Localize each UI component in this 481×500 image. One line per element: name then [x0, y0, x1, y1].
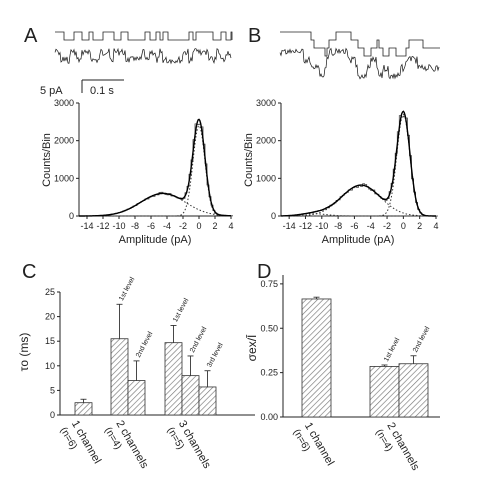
histogram-a-xtick-label: 4	[228, 221, 233, 231]
histogram-b-ytick-label: 1000	[256, 173, 276, 183]
histogram-a-ylabel: Counts/Bin	[41, 133, 53, 187]
histogram-a-xtick-label: -4	[163, 221, 171, 231]
scale-bar-time: 0.1 s	[90, 85, 114, 97]
histogram-b-ytick-label: 2000	[256, 136, 276, 146]
bar-chart-c-ytick-label: 10	[45, 361, 55, 371]
bar-chart-c-group-label: 2 channels(n=4)	[102, 419, 151, 472]
histogram-a-xtick-label: -2	[179, 221, 187, 231]
histogram-a-ytick-label: 0	[69, 211, 74, 221]
bar-chart-c: 0 5 10 15 20 25 1 channel(n=6) 2 channels(n=4) 3…	[17, 276, 255, 472]
histogram-b-axes: -14 -12 -10 -8 -6 -4 -2 0 2 4 0 1000 2000 3000	[256, 98, 439, 231]
histogram-a-axes: -14 -12 -10 -8 -6 -4 -2 0 2 4 0 1000 2000 3000	[54, 98, 234, 231]
histogram-b-xtick-label: -2	[383, 221, 391, 231]
current-traces	[54, 31, 440, 80]
bar-chart-c-level-label: 3rd level	[206, 342, 225, 369]
trace-b-idealized	[280, 31, 440, 57]
bar-chart-d-group-label: 2 channels(n=4)	[373, 421, 422, 474]
bar-chart-c-ytick-label: 5	[50, 385, 55, 395]
panel-label-d: D	[257, 261, 271, 283]
histogram-a-component-0	[79, 124, 231, 217]
panel-label-b: B	[248, 25, 261, 47]
histogram-a-curves	[79, 118, 233, 217]
bar-chart-d-level-label: 1st level	[383, 337, 401, 363]
bar-chart-c-group-label: 1 channel(n=6)	[58, 419, 104, 466]
bar-chart-d-bar	[301, 298, 332, 418]
bar-chart-d-bar	[369, 366, 400, 418]
scale-bar-current: 5 pA	[40, 85, 63, 97]
histogram-b-xtick-label: -6	[350, 221, 358, 231]
bar-chart-d-bar	[398, 363, 429, 418]
bar-chart-c-ytick-label: 0	[50, 410, 55, 420]
bar-chart-c-ytick-label: 15	[45, 336, 55, 346]
histogram-a-xtick-label: -12	[96, 221, 109, 231]
histogram-b-xtick-label: -4	[367, 221, 375, 231]
histogram-a-xtick-label: -6	[147, 221, 155, 231]
histogram-a-xtick-label: -10	[112, 221, 125, 231]
bar-chart-d-ytick-label: 0.50	[260, 323, 278, 333]
histogram-b-xtick-label: -8	[334, 221, 342, 231]
histogram-a-xtick-label: 2	[212, 221, 217, 231]
bar-chart-d: 0.00 0.25 0.50 0.75 1 channel(n=6) 2 channels…	[245, 275, 440, 474]
bar-chart-c-ytick-label: 20	[45, 312, 55, 322]
histogram-a-xlabel: Amplitude (pA)	[119, 234, 192, 246]
bar-chart-d-ylabel: σex/Ī	[245, 334, 259, 361]
bar-chart-c-level-label: 2nd level	[135, 330, 155, 358]
bar-chart-c-bar	[164, 342, 183, 416]
histogram-b-xtick-label: -10	[315, 221, 328, 231]
histogram-a-xtick-label: -8	[131, 221, 139, 231]
bar-chart-c-bar	[181, 375, 200, 416]
histogram-b-xtick-label: 0	[401, 221, 406, 231]
histogram-b: -14 -12 -10 -8 -6 -4 -2 0 2 4 0 1000 2000 3000 Counts…	[243, 98, 439, 246]
histogram-b-ylabel: Counts/Bin	[243, 133, 255, 187]
histogram-b-xtick-label: 2	[417, 221, 422, 231]
histogram-b-xtick-label: -12	[299, 221, 312, 231]
histogram-b-component-1	[281, 184, 436, 217]
bar-chart-c-bar	[110, 338, 129, 416]
histogram-a-ytick-label: 2000	[54, 136, 74, 146]
bar-chart-c-bar	[74, 402, 93, 416]
histogram-a-ytick-label: 1000	[54, 173, 74, 183]
bar-chart-c-ytick-label: 25	[45, 287, 55, 297]
panel-label-c: C	[22, 261, 36, 283]
histogram-b-ytick-label: 0	[271, 211, 276, 221]
bar-chart-d-ytick-label: 0.00	[260, 412, 278, 422]
histogram-b-ytick-label: 3000	[256, 98, 276, 108]
histogram-a-ytick-label: 3000	[54, 98, 74, 108]
bar-chart-c-group-label: 3 channels(n=5)	[165, 419, 214, 472]
bar-chart-c-level-label: 1st level	[118, 276, 136, 302]
bar-chart-d-ytick-label: 0.75	[260, 279, 278, 289]
bar-chart-d-group-label: 1 channel(n=6)	[291, 421, 337, 468]
histogram-a-component-1	[79, 192, 232, 217]
bar-chart-d-bars: 1st level 2nd level	[301, 296, 432, 418]
trace-a-raw	[54, 47, 232, 65]
histogram-b-xtick-label: 4	[433, 221, 438, 231]
histogram-b-xlabel: Amplitude (pA)	[322, 234, 395, 246]
bar-chart-c-bar	[198, 386, 217, 416]
histogram-a-fit-sum	[79, 118, 232, 217]
bar-chart-d-level-label: 2nd level	[412, 325, 432, 353]
histogram-b-xtick-label: -14	[283, 221, 296, 231]
histogram-a-histogram-steps	[79, 123, 233, 217]
histogram-a-xtick-label: 0	[196, 221, 201, 231]
bar-chart-c-level-label: 2nd level	[189, 325, 209, 353]
histogram-b-component-0	[281, 113, 436, 217]
histogram-b-fit-sum	[281, 110, 436, 217]
trace-a-idealized	[55, 31, 233, 41]
scale-bar: 5 pA 0.1 s	[40, 79, 124, 97]
histogram-b-curves	[281, 110, 438, 217]
bar-chart-c-bar	[127, 380, 146, 416]
histogram-a-xtick-label: -14	[80, 221, 93, 231]
panel-label-a: A	[24, 25, 38, 47]
trace-b-raw	[279, 47, 440, 80]
histogram-b-histogram-steps	[281, 115, 438, 217]
bar-chart-d-ytick-label: 0.25	[260, 368, 278, 378]
bar-chart-c-ylabel: τo (ms)	[17, 333, 31, 372]
bar-chart-c-level-label: 1st level	[172, 297, 190, 323]
histogram-a: -14 -12 -10 -8 -6 -4 -2 0 2 4 0 1000 2000 3000 Counts…	[41, 98, 234, 246]
